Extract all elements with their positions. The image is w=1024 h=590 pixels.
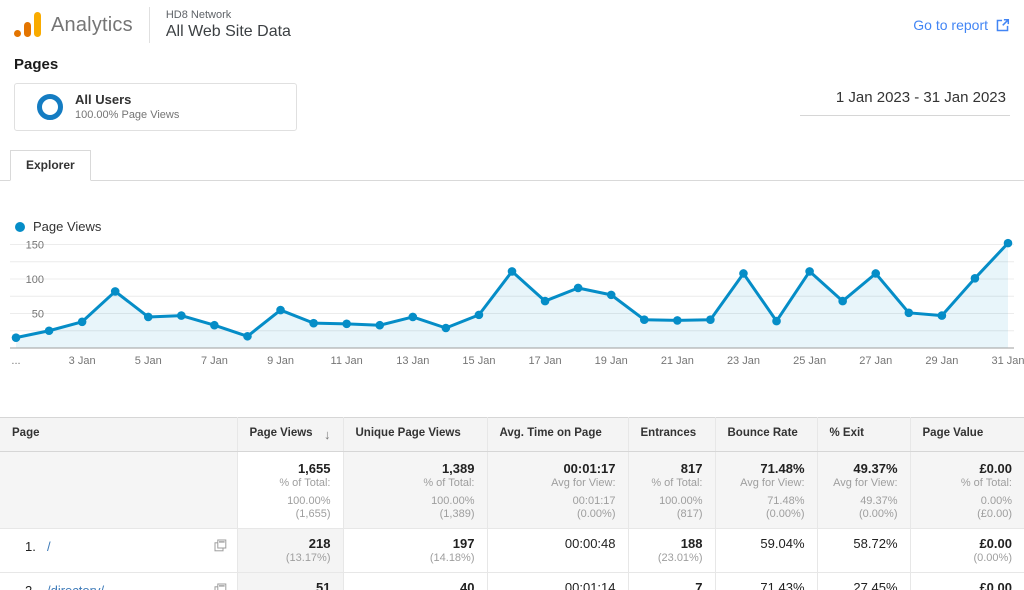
property-name: All Web Site Data [165, 23, 291, 40]
pages-table: Page Page Views ↓ Unique Page Views Avg. Tim… [0, 417, 1024, 590]
summary-metric: £0.00% of Total: 0.00% (£0.00) [910, 451, 1024, 529]
summary-page-cell [0, 451, 238, 529]
tab-explorer[interactable]: Explorer [10, 150, 91, 181]
account-block: HD8 Network All Web Site Data [166, 9, 291, 41]
open-in-new-icon [996, 18, 1010, 31]
legend-label: Page Views [33, 219, 102, 234]
chart-section: Page Views 50 100 150... 3 Jan 5 Jan 7 Jan 9 J… [0, 181, 1024, 375]
svg-text:21 Jan: 21 Jan [661, 355, 694, 367]
analytics-logo-icon [14, 12, 41, 38]
metric-cell: 27.45% [817, 572, 911, 590]
svg-text:15 Jan: 15 Jan [462, 355, 495, 367]
account-name: HD8 Network [165, 9, 232, 21]
segment-name: All Users [75, 92, 132, 107]
svg-text:9 Jan: 9 Jan [267, 355, 294, 367]
metric-cell: 00:00:48 [487, 528, 629, 573]
column-header-avg-time-on-page[interactable]: Avg. Time on Page [487, 417, 629, 452]
pageviews-line-chart: 50 100 150... 3 Jan 5 Jan 7 Jan 9 Jan 11 Jan 13 … [10, 238, 1024, 367]
metric-cell: 51(3.08%) [237, 572, 344, 590]
summary-metric: 1,389% of Total: 100.00% (1,389) [343, 451, 488, 529]
svg-text:13 Jan: 13 Jan [396, 355, 429, 367]
column-header-bounce-rate[interactable]: Bounce Rate [715, 417, 818, 452]
metric-cell: 197 (14.18%) [343, 528, 488, 573]
page-cell: 1. / [0, 528, 238, 573]
svg-text:19 Jan: 19 Jan [595, 355, 628, 367]
summary-metric: 817% of Total: 100.00% (817) [628, 451, 716, 529]
metric-cell: 58.72% [817, 528, 911, 573]
summary-metric: 1,655% of Total: 100.00% (1,655) [237, 451, 344, 529]
metric-cell: 00:01:14 [487, 572, 629, 590]
svg-text:100: 100 [26, 274, 44, 286]
svg-text:7 Jan: 7 Jan [201, 355, 228, 367]
column-header-entrances[interactable]: Entrances [628, 417, 716, 452]
segment-row: All Users 100.00% Page Views 1 Jan 2023 … [0, 83, 1024, 131]
svg-text:5 Jan: 5 Jan [135, 355, 162, 367]
summary-metric: 00:01:17 Avg for View: 00:01:17 (0.00%) [487, 451, 629, 529]
column-header-page-value[interactable]: Page Value [910, 417, 1024, 452]
metric-cell: 7(0.86%) [628, 572, 716, 590]
page-link[interactable]: /directory/ [47, 583, 104, 590]
go-to-report-label: Go to report [913, 17, 988, 33]
column-header--exit[interactable]: % Exit [817, 417, 911, 452]
svg-text:25 Jan: 25 Jan [793, 355, 826, 367]
app-header: Analytics HD8 Network All Web Site Data … [0, 0, 1024, 50]
metric-cell: 59.04% [715, 528, 818, 573]
svg-text:23 Jan: 23 Jan [727, 355, 760, 367]
go-to-report-link[interactable]: Go to report [913, 17, 1010, 33]
row-number: 2. [25, 583, 47, 590]
svg-text:50: 50 [32, 309, 44, 321]
row-number: 1. [25, 539, 36, 554]
summary-metric: 71.48% Avg for View: 71.48% (0.00%) [715, 451, 818, 529]
segment-chip-all-users[interactable]: All Users 100.00% Page Views [14, 83, 297, 131]
metric-cell: 71.43% [715, 572, 818, 590]
column-header-page-views[interactable]: Page Views ↓ [237, 417, 344, 452]
date-range-selector[interactable]: 1 Jan 2023 - 31 Jan 2023 [799, 89, 1010, 116]
svg-text:...: ... [11, 355, 20, 367]
table-header: Page Page Views ↓ Unique Page Views Avg. Tim… [0, 417, 1024, 452]
open-page-icon[interactable] [214, 583, 227, 590]
sort-descending-icon: ↓ [324, 427, 331, 442]
svg-text:11 Jan: 11 Jan [331, 355, 363, 367]
svg-text:150: 150 [26, 240, 44, 252]
metric-cell: 40(2.88%) [343, 572, 488, 590]
page-link[interactable]: / [47, 539, 51, 554]
svg-text:27 Jan: 27 Jan [859, 355, 892, 367]
open-page-icon[interactable] [214, 539, 227, 557]
svg-text:29 Jan: 29 Jan [925, 355, 958, 367]
svg-text:31 Jan: 31 Jan [991, 355, 1024, 367]
summary-metric: 49.37% Avg for View: 49.37% (0.00%) [817, 451, 911, 529]
page-cell: 2./directory/ [0, 572, 238, 590]
table-row: 2./directory/51(3.08%)40(2.88%)00:01:147… [0, 572, 1024, 590]
legend-dot-icon [15, 221, 25, 232]
summary-row: 1,655% of Total: 100.00% (1,655) 1,389% of … [0, 451, 1024, 529]
segment-donut-icon [37, 94, 63, 120]
column-header-page[interactable]: Page [0, 417, 238, 452]
column-header-unique-page-views[interactable]: Unique Page Views [343, 417, 488, 452]
segment-detail: 100.00% Page Views [75, 109, 180, 121]
tab-bar: Explorer [0, 149, 1024, 181]
svg-text:3 Jan: 3 Jan [69, 355, 96, 367]
metric-cell: 188 (23.01%) [628, 528, 716, 573]
page-title: Pages [14, 56, 59, 73]
header-divider [148, 7, 150, 43]
metric-cell: £0.00(0.00%) [910, 528, 1024, 573]
chart-legend: Page Views [0, 219, 1024, 234]
metric-cell: 218 (13.17%) [237, 528, 344, 573]
product-name: Analytics [51, 13, 133, 36]
svg-text:17 Jan: 17 Jan [529, 355, 562, 367]
metric-cell: £0.00(0.00%) [910, 572, 1024, 590]
table-row: 1. / 218 (13.17%) 197 (14.18%) 00:00:48 188 (23.… [0, 528, 1024, 573]
